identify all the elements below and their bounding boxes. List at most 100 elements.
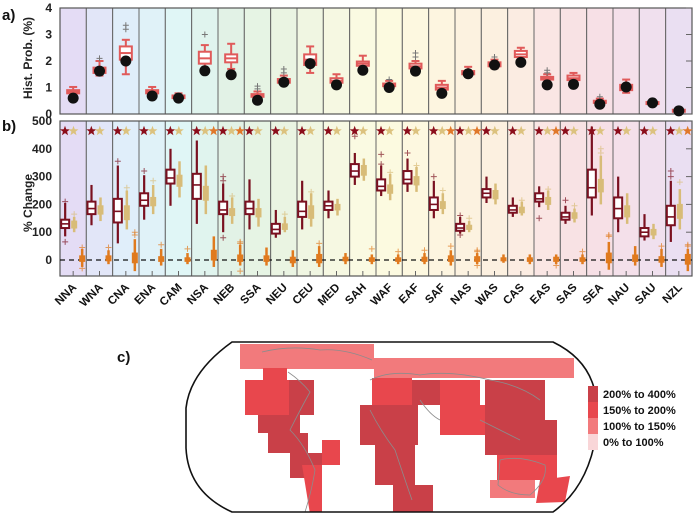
panel-a-box-med bbox=[329, 73, 344, 91]
outlier-marker bbox=[439, 187, 446, 194]
significance-star-icon bbox=[121, 125, 132, 136]
significance-star-icon bbox=[481, 125, 492, 136]
outlier-marker bbox=[141, 168, 148, 175]
box-iqr bbox=[255, 208, 262, 218]
region-label-neu: NEU bbox=[264, 282, 290, 308]
map-regions bbox=[240, 344, 574, 512]
panel-b-box-series-2-cas bbox=[518, 197, 525, 216]
box-iqr bbox=[218, 200, 229, 216]
panel-a-region-bg bbox=[638, 7, 667, 115]
significance-star-icon bbox=[682, 125, 693, 136]
map-frame bbox=[185, 341, 598, 513]
significance-star-icon bbox=[279, 125, 290, 136]
panel-b-box-series-3-eaf bbox=[421, 247, 428, 265]
observed-value-dot bbox=[489, 59, 500, 71]
outlier-marker bbox=[544, 67, 551, 74]
panel-b-box-series-3-wna bbox=[105, 244, 112, 265]
box-iqr bbox=[658, 256, 665, 263]
legend-label: 200% to 400% bbox=[603, 389, 676, 401]
region-label-neb: NEB bbox=[212, 282, 238, 308]
outlier-marker bbox=[474, 262, 481, 269]
panel-b-box-series-3-nau bbox=[632, 246, 639, 266]
outlier-marker bbox=[220, 173, 227, 180]
outlier-marker bbox=[395, 248, 402, 255]
observed-value-dot bbox=[541, 79, 553, 91]
panel-b-box-series-1-sau bbox=[639, 214, 650, 241]
region-label-nsa: NSA bbox=[185, 282, 211, 308]
panel-b-box-series-1-was bbox=[481, 176, 492, 204]
outlier-marker bbox=[62, 198, 69, 205]
map-region-neb bbox=[322, 440, 340, 465]
panel-b-box-series-2-nas bbox=[466, 215, 473, 233]
map-region-nna bbox=[240, 344, 374, 369]
map-region-neu bbox=[372, 378, 412, 400]
panel-b-box-series-3-sau bbox=[658, 243, 665, 267]
outlier-marker bbox=[254, 83, 261, 90]
region-label-saf: SAF bbox=[423, 282, 448, 307]
panel-a-box-wna bbox=[92, 55, 107, 77]
panel-b-box-series-2-sas bbox=[571, 202, 578, 223]
panel-b-box-series-2-ceu bbox=[308, 188, 315, 227]
outlier-marker bbox=[158, 241, 165, 248]
box-iqr bbox=[210, 249, 217, 261]
box-iqr bbox=[650, 228, 657, 236]
significance-star-icon bbox=[226, 125, 237, 136]
outlier-marker bbox=[562, 197, 569, 204]
box-iqr bbox=[632, 254, 639, 262]
significance-star-icon bbox=[323, 125, 334, 136]
box-iqr bbox=[571, 212, 578, 219]
panel-b-box-series-3-saf bbox=[447, 243, 454, 266]
outlier-marker bbox=[571, 202, 578, 209]
box-iqr bbox=[534, 192, 545, 203]
region-label-sau: SAU bbox=[633, 282, 659, 308]
panel-b-box-series-3-was bbox=[500, 254, 507, 263]
box-iqr bbox=[237, 254, 244, 262]
significance-star-icon bbox=[445, 125, 456, 136]
map-region-wna-top bbox=[263, 368, 287, 380]
legend-swatch bbox=[588, 418, 598, 434]
panel-b-region-bg bbox=[164, 120, 193, 277]
box-iqr bbox=[368, 257, 375, 262]
panel-a-region-bg bbox=[612, 7, 640, 115]
panel-b-box-series-3-sas bbox=[579, 248, 586, 265]
observed-value-dot bbox=[67, 92, 79, 104]
outlier-marker bbox=[62, 238, 69, 245]
panel-b-ytick-label: 200 bbox=[32, 197, 52, 211]
significance-star-icon bbox=[639, 125, 650, 136]
outlier-marker bbox=[605, 231, 612, 238]
significance-star-icon bbox=[674, 125, 685, 136]
outlier-marker bbox=[684, 241, 691, 248]
outlier-marker bbox=[280, 65, 287, 72]
significance-star-icon bbox=[270, 125, 281, 136]
box-iqr bbox=[474, 256, 481, 262]
panel-a-box-cam bbox=[171, 92, 186, 104]
panel-a-box-ceu bbox=[303, 45, 318, 74]
outlier-marker bbox=[220, 234, 227, 241]
panel-b-box-series-1-ssa bbox=[244, 179, 255, 230]
map-region-saf bbox=[393, 485, 433, 512]
box-iqr bbox=[676, 203, 683, 219]
outlier-marker bbox=[404, 149, 411, 156]
legend-label: 100% to 150% bbox=[603, 421, 676, 433]
map-region-eas bbox=[485, 380, 545, 420]
outlier-marker bbox=[447, 243, 454, 250]
panel-a-box-nsa bbox=[197, 31, 212, 77]
region-label-wna: WNA bbox=[78, 282, 106, 310]
significance-star-icon bbox=[200, 125, 211, 136]
panel-b-box-series-2-ena bbox=[150, 177, 157, 215]
panel-b-box-series-1-neu bbox=[270, 209, 281, 238]
significance-star-icon bbox=[455, 125, 465, 136]
panel-b-box-series-1-eas bbox=[534, 186, 545, 222]
box-iqr bbox=[597, 178, 604, 193]
panel-b-box-series-3-cas bbox=[526, 254, 533, 265]
box-iqr bbox=[466, 224, 473, 230]
panel-a-region-bg bbox=[375, 7, 403, 115]
panel-b-box-series-1-nau bbox=[613, 176, 624, 233]
legend-swatch bbox=[588, 386, 598, 402]
panel-b-box-series-2-cna bbox=[123, 184, 130, 230]
panel-a-box-nau bbox=[619, 78, 634, 94]
box-iqr bbox=[492, 190, 499, 200]
observed-value-dot bbox=[647, 97, 658, 109]
region-label-was: WAS bbox=[474, 281, 501, 308]
observed-value-dot bbox=[568, 78, 579, 90]
